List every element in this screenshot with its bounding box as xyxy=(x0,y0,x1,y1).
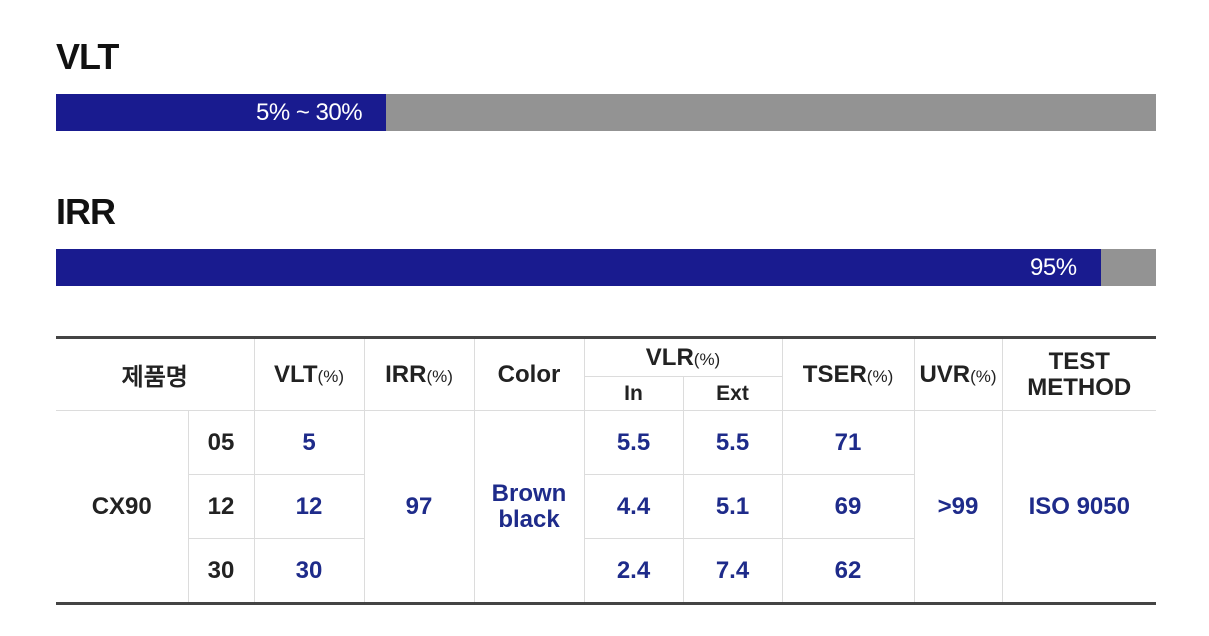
header-vlr-in: In xyxy=(584,376,684,411)
vlr-in-cell: 2.4 xyxy=(583,538,684,604)
header-uvr: UVR(%) xyxy=(913,337,1003,411)
header-vlr: VLR(%) xyxy=(583,337,783,377)
irr-cell: 97 xyxy=(363,410,475,604)
header-irr-unit: (%) xyxy=(426,366,453,386)
header-uvr-unit: (%) xyxy=(970,366,997,386)
table-row: CX90 05 5 97 Brown black 5.5 5.5 71 >99 I… xyxy=(56,410,1157,604)
vlr-ext-cell: 5.1 xyxy=(682,474,783,539)
header-tser-unit: (%) xyxy=(866,366,894,386)
spec-table: 제품명 VLT(%) IRR(%) Color VLR(%) TSER(%) U… xyxy=(56,336,1157,605)
table-row: 12 12 4.4 5.1 69 xyxy=(56,474,1156,539)
vlt-bar-track: 5% ~ 30% xyxy=(56,94,1156,131)
product-name: CX90 xyxy=(56,410,189,604)
vlr-in-cell: 4.4 xyxy=(583,474,684,539)
irr-bar-fill xyxy=(56,249,1101,286)
vlt-cell: 5 xyxy=(253,410,365,475)
tser-cell: 69 xyxy=(781,474,915,539)
header-product: 제품명 xyxy=(56,337,255,411)
tser-cell: 71 xyxy=(781,410,915,475)
header-vlr-unit: (%) xyxy=(693,349,721,369)
header-vlt: VLT(%) xyxy=(253,337,365,411)
vlr-in-cell: 5.5 xyxy=(583,410,684,475)
vlt-cell: 30 xyxy=(253,538,365,604)
grade-cell: 05 xyxy=(187,410,255,475)
header-vlr-ext: Ext xyxy=(682,376,783,411)
header-test-method: TEST METHOD xyxy=(1001,337,1157,411)
grade-cell: 12 xyxy=(188,474,255,539)
table-row: 30 30 2.4 7.4 62 xyxy=(56,538,1156,604)
vlt-bar-fill xyxy=(56,94,386,131)
test-method-cell: ISO 9050 xyxy=(1001,410,1157,604)
grade-cell: 30 xyxy=(188,538,255,604)
vlr-ext-cell: 7.4 xyxy=(682,538,783,604)
tser-cell: 62 xyxy=(781,538,915,604)
irr-bar-label: 95% xyxy=(1030,254,1077,281)
uvr-cell: >99 xyxy=(913,410,1003,604)
header-color: Color xyxy=(473,337,585,411)
header-vlt-unit: (%) xyxy=(317,366,344,386)
header-irr: IRR(%) xyxy=(363,337,475,411)
vlt-title: VLT xyxy=(56,36,119,77)
irr-title: IRR xyxy=(56,191,116,232)
vlr-ext-cell: 5.5 xyxy=(682,410,783,475)
irr-bar-track: 95% xyxy=(56,249,1156,286)
vlt-bar-label: 5% ~ 30% xyxy=(256,99,363,126)
vlt-cell: 12 xyxy=(253,474,365,539)
header-tser: TSER(%) xyxy=(781,337,915,411)
color-cell: Brown black xyxy=(473,410,585,604)
